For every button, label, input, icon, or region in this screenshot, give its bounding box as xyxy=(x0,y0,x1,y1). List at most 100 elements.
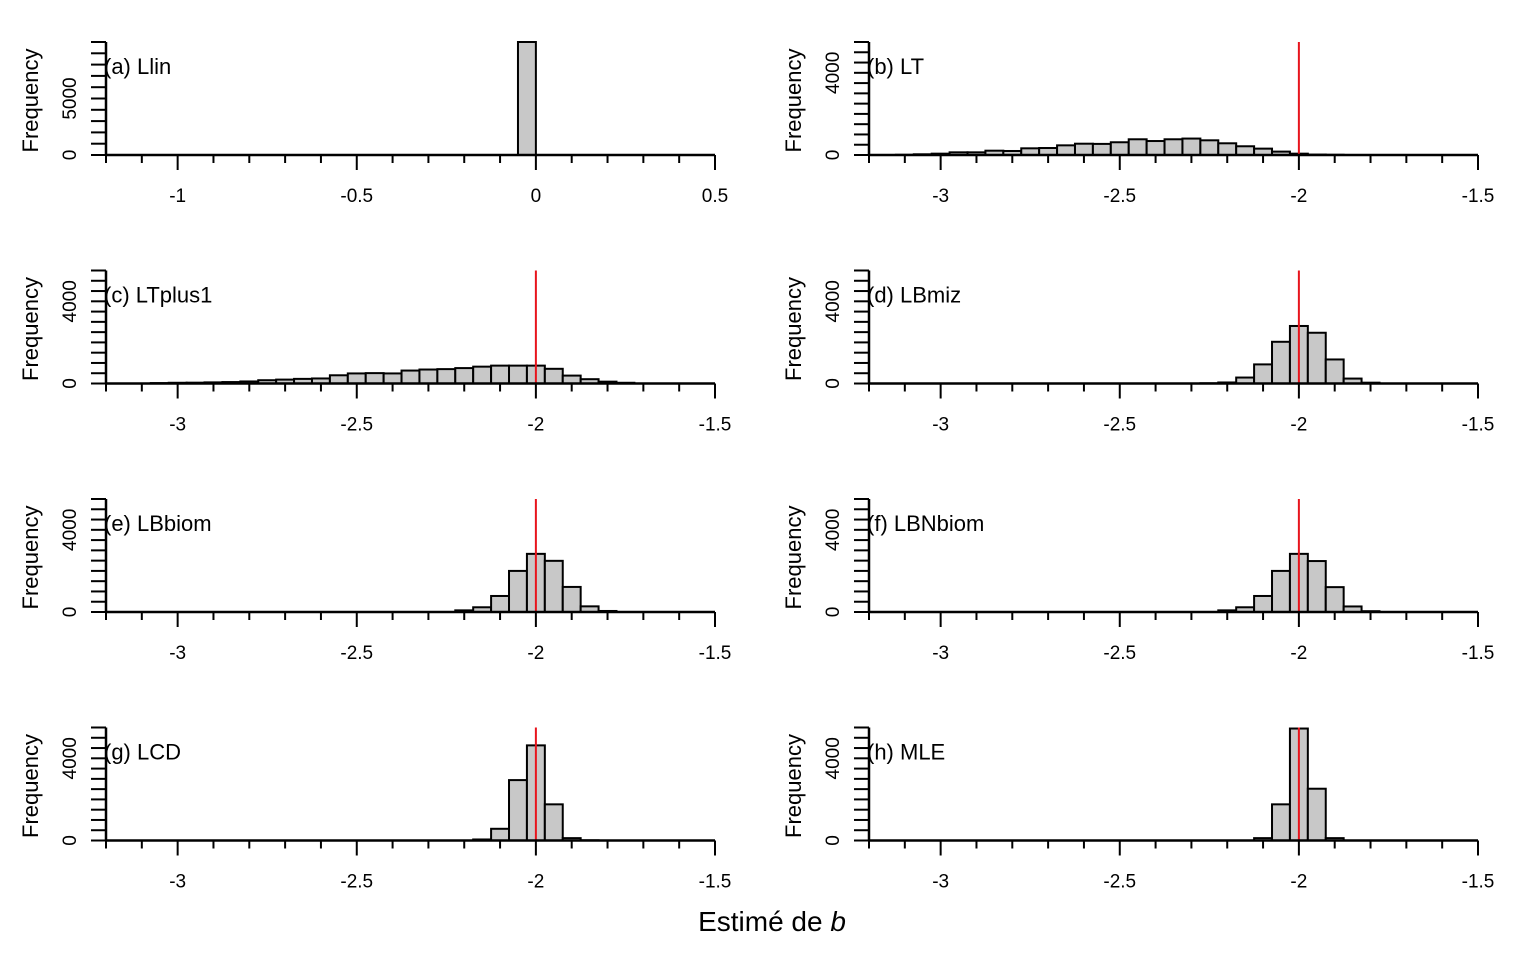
x-tick-label: -3 xyxy=(932,643,949,664)
x-tick-label: -2 xyxy=(1290,643,1307,664)
y-axis-title: Frequency xyxy=(781,277,806,381)
y-axis-title: Frequency xyxy=(18,734,43,838)
histogram-bar xyxy=(382,372,403,385)
histogram-bar xyxy=(1271,340,1291,385)
histogram-bar xyxy=(1306,787,1327,842)
x-tick-label: -2.5 xyxy=(340,643,373,664)
x-tick-label: -1.5 xyxy=(1462,415,1495,436)
y-tick-label: 4000 xyxy=(823,509,844,551)
x-tick-label: -2.5 xyxy=(1103,872,1136,893)
histogram-bar xyxy=(1056,144,1076,157)
x-tick-label: -1.5 xyxy=(699,415,732,436)
histogram-bar xyxy=(508,779,528,842)
x-tick-label: -3 xyxy=(932,872,949,893)
x-tick-label: -2 xyxy=(1290,186,1307,207)
y-tick-label: 4000 xyxy=(60,280,81,322)
histogram-bar xyxy=(1306,331,1327,385)
histogram-bar xyxy=(418,368,439,385)
histogram-bar xyxy=(543,803,564,842)
histogram-bar xyxy=(543,559,564,613)
panel-label: (f) LBNbiom xyxy=(867,511,984,536)
y-axis-title: Frequency xyxy=(781,734,806,838)
histogram-bar xyxy=(400,369,421,385)
x-tick-label: -0.5 xyxy=(340,186,373,207)
x-tick-label: -3 xyxy=(169,415,186,436)
x-tick-label: -1.5 xyxy=(1462,872,1495,893)
y-axis-title: Frequency xyxy=(18,277,43,381)
panel-label: (e) LBbiom xyxy=(104,511,212,536)
histogram-bar xyxy=(1091,142,1112,157)
y-tick-label: 0 xyxy=(823,378,844,389)
y-tick-label: 4000 xyxy=(823,737,844,779)
histogram-bar xyxy=(1199,139,1220,156)
bars-b xyxy=(894,137,1345,157)
x-tick-label: -1.5 xyxy=(1462,186,1495,207)
histogram-bar xyxy=(508,364,528,385)
x-tick-label: -3 xyxy=(169,872,186,893)
histogram-bar xyxy=(490,364,511,385)
y-tick-label: 0 xyxy=(823,150,844,161)
y-tick-label: 4000 xyxy=(823,280,844,322)
histogram-bar xyxy=(1253,594,1274,614)
panel-label: (a) Llin xyxy=(104,54,171,79)
histogram-bar xyxy=(1253,363,1274,385)
histogram-bar xyxy=(454,367,475,385)
x-tick-label: -2 xyxy=(527,415,544,436)
panel-g: -3 -2.5 -2 -1.5 0 4000 Frequency (g) LCD xyxy=(18,726,732,893)
figure-xlabel: Estimé de b xyxy=(698,906,846,937)
y-tick-label: 0 xyxy=(60,150,81,161)
histogram-bar xyxy=(1271,803,1291,842)
histogram-bar xyxy=(1127,138,1148,157)
y-tick-label: 0 xyxy=(823,835,844,846)
histogram-bar xyxy=(1145,140,1166,157)
histogram-bar xyxy=(1109,141,1130,157)
x-tick-label: -2.5 xyxy=(1103,186,1136,207)
x-tick-label: -3 xyxy=(932,415,949,436)
panel-label: (b) LT xyxy=(867,54,924,79)
y-tick-label: 0 xyxy=(60,607,81,618)
x-tick-label: -2 xyxy=(527,643,544,664)
y-tick-label: 0 xyxy=(823,607,844,618)
histogram-bar xyxy=(436,368,457,385)
histogram-bar xyxy=(561,585,582,614)
x-tick-label: -2 xyxy=(527,872,544,893)
x-tick-label: -1.5 xyxy=(699,643,732,664)
bars-g xyxy=(472,744,600,842)
x-tick-label: 0.5 xyxy=(702,186,728,207)
histogram-bar xyxy=(508,569,528,614)
panel-label: (c) LTplus1 xyxy=(104,283,212,308)
histogram-bar xyxy=(516,41,537,156)
histogram-bar xyxy=(1324,586,1345,614)
x-tick-label: -2.5 xyxy=(340,415,373,436)
x-tick-label: -1.5 xyxy=(699,872,732,893)
histogram-bar xyxy=(1306,560,1327,614)
x-tick-label: -2 xyxy=(1290,872,1307,893)
histogram-bar xyxy=(490,594,511,614)
panel-label: (h) MLE xyxy=(867,740,945,765)
x-tick-label: -2.5 xyxy=(1103,415,1136,436)
panel-c: -3 -2.5 -2 -1.5 0 4000 Frequency (c) LTplus1 xyxy=(18,269,732,436)
bars-c xyxy=(149,364,636,385)
panel-b: -3 -2.5 -2 -1.5 0 4000 Frequency (b) LT xyxy=(781,41,1495,207)
panels-group: -1 -0.5 0 0.5 0 5000 Frequency (a) Llin -3 -2.5 -2… xyxy=(18,41,1495,893)
x-tick-label: -2.5 xyxy=(1103,643,1136,664)
histogram-bar xyxy=(346,372,367,385)
y-tick-label: 0 xyxy=(60,835,81,846)
y-axis-title: Frequency xyxy=(18,506,43,610)
histogram-bar xyxy=(1181,137,1202,156)
figure-xlabel-variable: b xyxy=(830,906,846,937)
x-tick-label: -2 xyxy=(1290,415,1307,436)
histogram-bar xyxy=(1235,145,1256,157)
histogram-bar xyxy=(490,827,511,842)
x-tick-label: -2.5 xyxy=(340,872,373,893)
panel-label: (d) LBmiz xyxy=(867,283,961,308)
y-tick-label: 4000 xyxy=(60,509,81,551)
histogram-bar xyxy=(1271,569,1291,614)
y-tick-label: 4000 xyxy=(823,52,844,94)
histogram-bar xyxy=(472,365,493,385)
panel-e: -3 -2.5 -2 -1.5 0 4000 Frequency (e) LBbiom xyxy=(18,498,732,664)
y-axis-title: Frequency xyxy=(781,49,806,153)
histogram-bar xyxy=(364,372,385,385)
y-tick-label: 0 xyxy=(60,378,81,389)
